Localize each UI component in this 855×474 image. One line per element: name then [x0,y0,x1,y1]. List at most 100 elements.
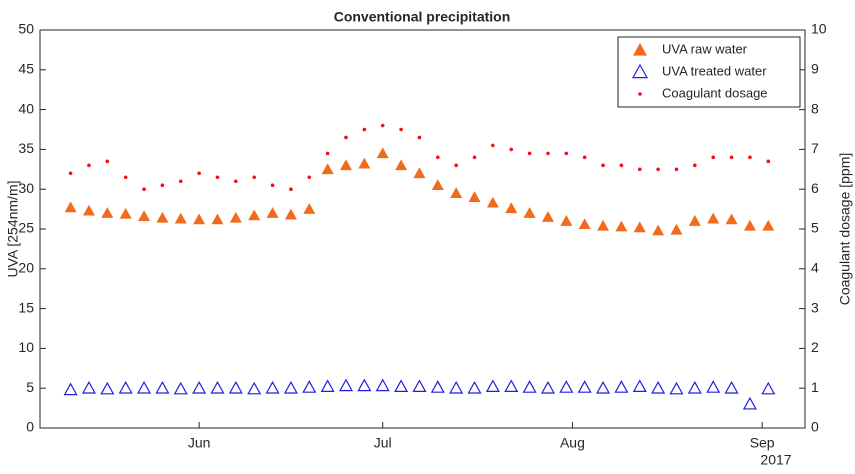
point [431,179,444,191]
point [707,212,720,224]
point [614,380,629,393]
point [119,207,132,219]
point [375,378,390,392]
point [748,155,752,160]
y2-tick-label: 1 [811,379,819,395]
point [357,378,372,392]
point [156,211,169,223]
point [325,151,330,156]
point [417,135,422,140]
point [284,208,297,220]
point [637,167,642,172]
y2-axis-label: Coagulant dosage [ppm] [837,153,853,306]
point [670,223,683,235]
point [596,380,611,394]
point [193,213,206,225]
x-tick-label: Jul [374,435,392,451]
legend-label: Coagulant dosage [662,85,768,100]
point [210,380,225,394]
point [688,215,701,226]
point [211,213,224,225]
y-tick-label: 15 [18,299,34,315]
point [68,171,73,176]
point [142,187,146,191]
point [248,209,261,221]
point [64,201,77,213]
point [674,167,679,172]
point [289,187,293,191]
point [192,380,207,394]
point [320,379,335,393]
point [472,155,477,160]
point [63,382,78,396]
point [559,380,574,393]
point [283,380,298,394]
legend-marker [633,43,647,56]
point [229,211,242,223]
point [394,379,409,393]
legend-marker [638,92,642,96]
point [504,379,519,393]
point [81,380,96,394]
point [505,202,518,214]
point [340,159,352,171]
point [560,215,573,226]
point [137,380,152,394]
point [436,155,440,160]
point [155,380,170,394]
point [449,380,464,394]
point [597,219,610,231]
point [632,379,647,393]
y2-tick-label: 7 [811,140,819,156]
point [486,196,499,208]
point [761,381,776,395]
point [123,175,128,180]
point [485,379,500,393]
point [321,163,334,175]
point [541,211,554,222]
point [762,219,775,231]
point [174,212,187,224]
point [652,224,665,236]
point [578,218,591,230]
point [380,123,385,128]
point [509,147,514,152]
point [430,380,445,393]
point [742,396,757,410]
point [173,381,188,395]
point [725,213,738,225]
point [101,207,114,218]
point [302,380,317,393]
point [601,163,605,168]
legend-marker [631,63,649,79]
point [118,380,133,394]
y-tick-label: 30 [18,180,34,196]
point [687,380,702,394]
point [138,210,151,222]
point [228,380,243,394]
point [633,221,646,233]
x-axis-label: 2017 [760,452,791,468]
point [399,127,403,132]
point [693,163,697,168]
point [100,381,115,395]
y2-tick-label: 4 [811,260,819,276]
y-tick-label: 35 [18,140,34,156]
point [234,179,238,184]
point [546,151,550,156]
point [413,167,426,179]
point [669,381,684,395]
x-tick-label: Sep [750,435,775,451]
point [160,183,165,188]
chart-title: Conventional precipitation [334,9,511,25]
point [651,380,666,394]
x-tick-label: Aug [560,435,585,451]
y2-tick-label: 9 [811,61,819,77]
y-axis-label: UVA [254nm/m] [5,180,21,277]
point [706,380,721,393]
point [491,143,495,148]
point [724,380,739,394]
y2-tick-label: 2 [811,339,819,355]
point [197,171,201,176]
